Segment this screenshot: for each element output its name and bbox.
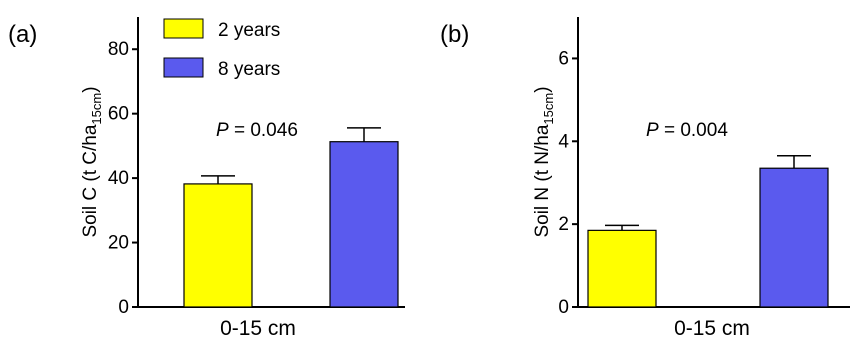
panel-a-bar-2-years bbox=[183, 183, 253, 308]
panel-a-y-tick-label: 0 bbox=[118, 297, 129, 318]
panel-b-p-value: P = 0.004 bbox=[646, 120, 728, 141]
panel-a-y-tick-label: 20 bbox=[108, 233, 129, 254]
panel-a-y-tick-label: 80 bbox=[108, 39, 129, 60]
panel-b-y-tick-label: 6 bbox=[558, 48, 569, 69]
panel-b-x-category-label: 0-15 cm bbox=[674, 317, 750, 340]
panel-a-y-axis-label: Soil C (t C/ha15cm) bbox=[80, 86, 104, 237]
panel-a-bar-8-years bbox=[329, 141, 399, 308]
panel-b-label: (b) bbox=[440, 21, 469, 48]
panel-a-axes: 0 20 40 60 80 bbox=[108, 17, 405, 318]
panel-a-p-value: P = 0.046 bbox=[216, 120, 298, 141]
panel-a-x-category-label: 0-15 cm bbox=[220, 317, 296, 340]
panel-b-y-tick-label: 0 bbox=[558, 297, 569, 318]
panel-b-y-tick-label: 2 bbox=[558, 214, 569, 235]
panel-a-y-tick-label: 40 bbox=[108, 168, 129, 189]
panel-b-axes: 0 2 4 6 bbox=[558, 17, 850, 318]
legend-label-8-years: 8 years bbox=[218, 59, 280, 80]
panel-a: (a) Soil C (t C/ha15cm) 0 20 40 60 80 P = 0.… bbox=[8, 17, 405, 340]
legend-swatch-2-years bbox=[163, 18, 204, 39]
panel-a-y-tick-label: 60 bbox=[108, 104, 129, 125]
legend: 2 years 8 years bbox=[163, 18, 280, 80]
panel-b-y-tick-label: 4 bbox=[558, 131, 569, 152]
legend-label-2-years: 2 years bbox=[218, 20, 280, 41]
panel-b-bar-2-years bbox=[587, 229, 657, 308]
legend-swatch-8-years bbox=[163, 57, 204, 78]
panel-b-y-axis-label: Soil N (t N/ha15cm) bbox=[532, 86, 556, 237]
panel-a-label: (a) bbox=[8, 21, 37, 48]
panel-b-bar-8-years bbox=[759, 167, 829, 308]
panel-b: (b) Soil N (t N/ha15cm) 0 2 4 6 P = 0.004 0… bbox=[440, 17, 850, 340]
